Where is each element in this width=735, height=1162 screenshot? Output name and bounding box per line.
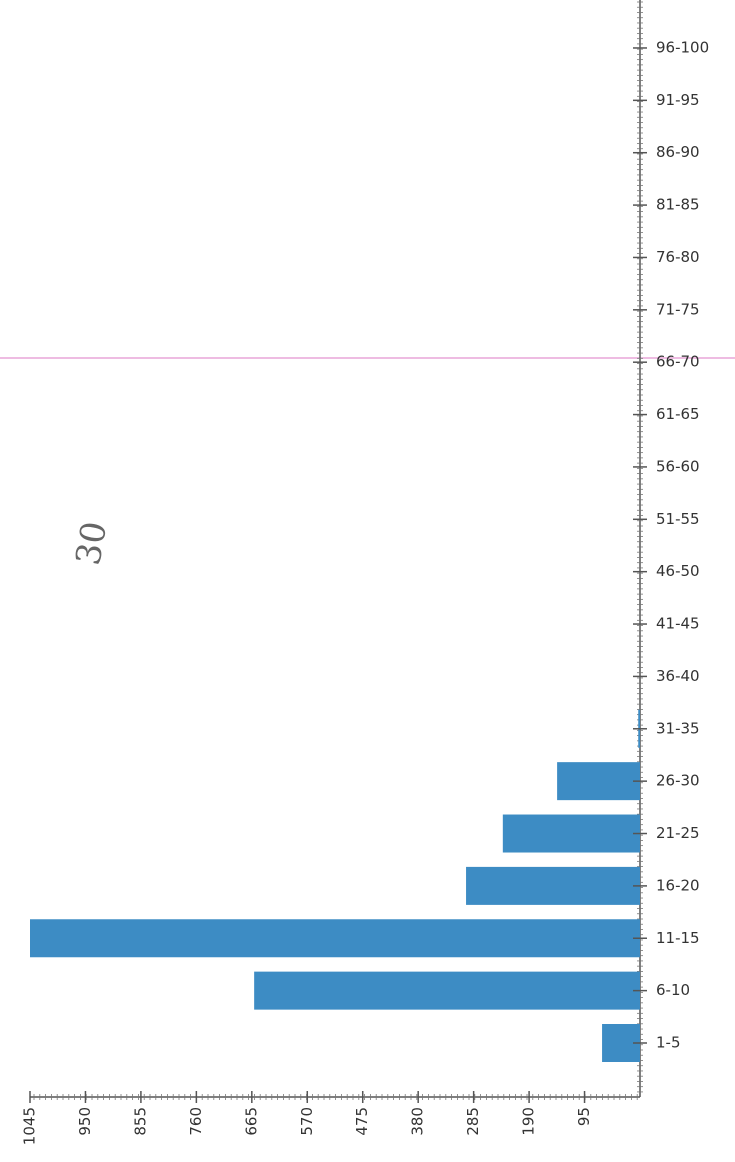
x-tick-label: 855 <box>131 1107 149 1136</box>
y-tick-label: 16-20 <box>656 876 700 894</box>
x-tick-label: 570 <box>298 1107 316 1136</box>
x-tick-label: 285 <box>464 1107 482 1136</box>
y-tick-label: 96-100 <box>656 38 709 56</box>
y-tick-label: 31-35 <box>656 719 700 737</box>
x-tick-label: 190 <box>520 1107 538 1136</box>
y-tick-label: 71-75 <box>656 300 700 318</box>
x-tick-label: 950 <box>76 1107 94 1136</box>
y-tick-label: 66-70 <box>656 353 700 371</box>
y-tick-label: 61-65 <box>656 405 700 423</box>
x-tick-label: 665 <box>242 1107 260 1136</box>
y-tick-label: 6-10 <box>656 981 690 999</box>
y-tick-label: 46-50 <box>656 562 700 580</box>
bar <box>254 971 640 1010</box>
y-tick-label: 21-25 <box>656 824 700 842</box>
y-tick-label: 51-55 <box>656 510 700 528</box>
y-tick-label: 76-80 <box>656 248 700 266</box>
y-tick-label: 81-85 <box>656 196 700 214</box>
y-tick-label: 1-5 <box>656 1034 681 1052</box>
y-tick-label: 36-40 <box>656 667 700 685</box>
bar <box>466 866 640 905</box>
bar <box>502 814 640 853</box>
x-tick-label: 475 <box>353 1107 371 1136</box>
y-tick-label: 56-60 <box>656 457 700 475</box>
y-tick-label: 26-30 <box>656 772 700 790</box>
x-tick-label: 760 <box>187 1107 205 1136</box>
handwritten-annotation: 30 <box>68 519 115 569</box>
x-tick-label: 95 <box>575 1107 593 1126</box>
bar <box>557 762 640 801</box>
y-tick-label: 11-15 <box>656 929 700 947</box>
y-tick-label: 91-95 <box>656 91 700 109</box>
bar <box>30 919 640 958</box>
x-tick-label: 1045 <box>21 1107 39 1145</box>
x-tick-label: 380 <box>409 1107 427 1136</box>
y-tick-label: 86-90 <box>656 143 700 161</box>
y-tick-label: 41-45 <box>656 615 700 633</box>
